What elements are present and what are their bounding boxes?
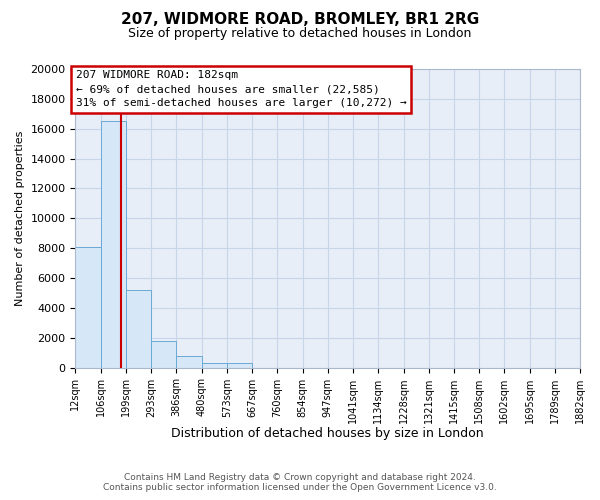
X-axis label: Distribution of detached houses by size in London: Distribution of detached houses by size … — [172, 427, 484, 440]
Bar — [202, 363, 227, 368]
Bar — [151, 340, 176, 367]
Text: 207 WIDMORE ROAD: 182sqm
← 69% of detached houses are smaller (22,585)
31% of se: 207 WIDMORE ROAD: 182sqm ← 69% of detach… — [76, 70, 407, 108]
Text: Size of property relative to detached houses in London: Size of property relative to detached ho… — [128, 28, 472, 40]
Bar — [227, 364, 252, 368]
Bar — [176, 356, 202, 368]
Bar — [126, 290, 151, 368]
Bar — [76, 246, 101, 368]
Text: Contains HM Land Registry data © Crown copyright and database right 2024.
Contai: Contains HM Land Registry data © Crown c… — [103, 473, 497, 492]
Text: 207, WIDMORE ROAD, BROMLEY, BR1 2RG: 207, WIDMORE ROAD, BROMLEY, BR1 2RG — [121, 12, 479, 28]
Y-axis label: Number of detached properties: Number of detached properties — [15, 130, 25, 306]
Bar — [101, 122, 126, 368]
